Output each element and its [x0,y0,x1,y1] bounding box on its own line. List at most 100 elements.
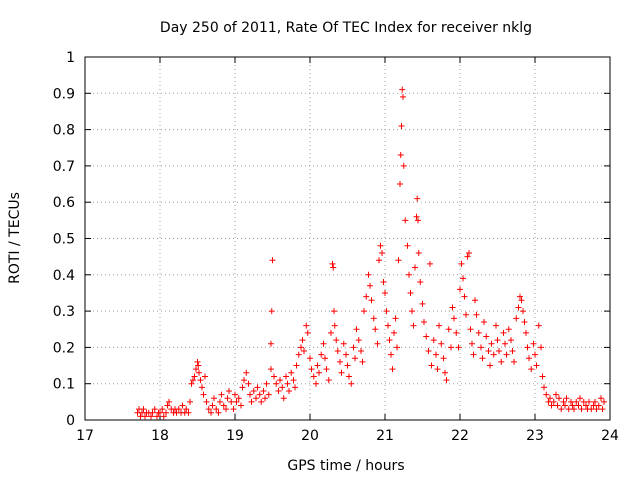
ticks: 17 18 19 20 21 22 23 24 0 0.1 0.2 0.3 0.4 0.5 0.6 0.7 0.… [53,50,619,444]
data-point [556,395,562,402]
data-point [533,362,540,369]
data-point [226,387,232,394]
data-point [509,348,516,355]
data-point [455,344,462,351]
data-point [518,297,525,304]
data-point [325,377,332,384]
data-point [322,355,328,362]
data-point [460,275,466,282]
data-point [303,322,310,329]
data-point [538,344,544,351]
data-point [337,358,343,365]
data-point [554,402,561,409]
data-point [382,289,388,296]
data-point [238,402,244,409]
data-point [359,358,366,365]
y-tick-label: 0.4 [53,268,75,284]
data-point [372,326,379,333]
data-point [565,406,572,413]
data-point [415,217,421,224]
data-point [314,362,321,369]
data-point [331,322,338,329]
data-point [421,318,427,325]
data-point [599,406,606,413]
data-point [433,351,439,358]
data-point [521,318,528,325]
data-point [247,391,253,398]
data-point [380,279,387,286]
data-point [528,366,535,373]
data-point [412,264,418,271]
data-point [368,297,375,304]
grid [85,57,610,420]
data-point [577,395,583,402]
data-point [343,351,349,358]
data-point [386,337,393,344]
data-point [307,355,313,362]
data-point [493,322,499,329]
data-point [154,413,160,420]
data-point [213,406,220,413]
data-point [313,380,319,387]
data-point [350,344,357,351]
data-point [440,355,447,362]
data-point [140,406,147,413]
data-point [414,195,421,202]
data-point [352,355,358,362]
data-point [268,340,274,347]
data-point [479,355,486,362]
data-point [211,395,217,402]
data-point [218,391,225,398]
data-point [558,406,565,413]
data-point [280,395,287,402]
data-point [395,257,402,264]
data-point [355,337,362,344]
y-tick-label: 0.8 [53,123,75,139]
data-point [494,337,501,344]
data-point [348,380,355,387]
data-point [333,337,340,344]
data-point [438,340,445,347]
data-point [402,217,409,224]
x-axis-label: GPS time / hours [287,458,404,474]
data-point [256,391,263,398]
data-point [423,333,430,340]
x-tick-label: 18 [151,428,169,444]
data-point [187,398,193,405]
data-point [308,366,315,373]
data-point [275,387,282,394]
chart-title: Day 250 of 2011, Rate Of TEC Index for r… [160,20,532,36]
data-point [253,395,259,402]
data-point [273,380,280,387]
data-point [290,377,297,384]
data-point [445,326,452,333]
data-point [436,322,442,329]
data-point [488,340,495,347]
data-point [413,213,420,220]
data-point [590,402,597,409]
data-point [166,398,172,405]
data-point [277,377,283,384]
data-point [299,337,306,344]
data-point [239,384,246,391]
data-point [340,340,347,347]
y-tick-label: 1 [66,50,75,66]
data-point [410,322,417,329]
data-point [388,351,394,358]
y-axis-label: ROTI / TECUs [7,192,23,284]
data-point [483,333,490,340]
data-point [160,413,167,420]
y-tick-label: 0.2 [53,340,75,356]
data-point [404,242,411,249]
data-point [331,308,337,315]
data-point [541,384,547,391]
data-point [500,329,507,336]
data-point [334,348,341,355]
data-point [283,373,289,380]
data-point [320,340,327,347]
data-point [301,348,307,355]
data-point [524,344,531,351]
data-point [148,413,154,420]
data-point [505,326,512,333]
